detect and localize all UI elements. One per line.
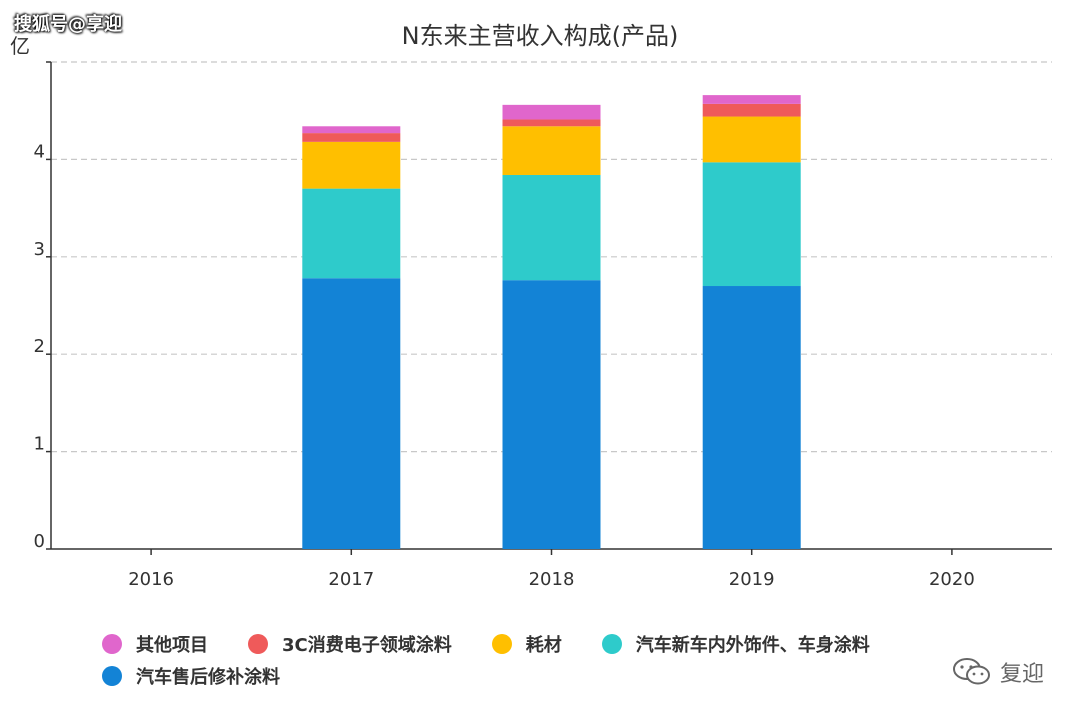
bar-segment	[502, 104, 601, 120]
legend-label: 汽车新车内外饰件、车身涂料	[635, 635, 870, 656]
legend-swatch	[601, 634, 622, 654]
bar-segment	[702, 103, 801, 117]
legend-item[interactable]: 其他项目	[102, 631, 208, 657]
y-tick-label: 4	[34, 141, 45, 162]
legend-swatch	[102, 666, 122, 686]
watermark-bottom: 复迎	[952, 656, 1044, 688]
bar-segment	[702, 95, 801, 104]
legend: 其他项目 3C消费电子领域涂料 耗材 汽车新车内外饰件、车身涂料汽车售后修补涂料	[102, 628, 1022, 692]
legend-row: 汽车售后修补涂料	[102, 660, 1022, 692]
legend-item[interactable]: 汽车新车内外饰件、车身涂料	[601, 631, 870, 657]
bar-segment	[702, 116, 801, 163]
legend-item[interactable]: 耗材	[491, 631, 562, 657]
y-axis-unit: 亿	[10, 34, 30, 58]
y-tick-label: 3	[34, 239, 45, 260]
legend-label: 3C消费电子领域涂料	[282, 635, 452, 656]
bar-segment	[702, 286, 801, 549]
x-tick-label: 2020	[929, 569, 975, 590]
chart-area: 0 1 2 3 4 2016 2017 2018 2019 2020	[34, 61, 1052, 590]
x-tick-label: 2018	[529, 569, 575, 590]
x-tick-label: 2019	[729, 569, 775, 590]
bar-segment	[502, 280, 601, 549]
watermark-bottom-text: 复迎	[999, 662, 1044, 687]
legend-swatch	[102, 634, 122, 654]
bar-segment	[302, 126, 401, 134]
legend-label: 汽车售后修补涂料	[136, 667, 280, 688]
bar-segment	[502, 126, 601, 175]
wechat-icon	[952, 658, 990, 685]
legend-item[interactable]: 汽车售后修补涂料	[102, 663, 280, 689]
chart-title: N东来主营收入构成(产品)	[401, 22, 679, 50]
bar-segment	[502, 119, 601, 127]
bar-segment	[302, 188, 401, 279]
y-tick-label: 2	[34, 336, 45, 357]
x-tick-label: 2017	[328, 569, 374, 590]
legend-label: 其他项目	[136, 635, 208, 656]
watermark-top: 搜狐号@享迎	[14, 14, 122, 35]
y-tick-label: 1	[34, 434, 45, 455]
y-tick-label: 0	[34, 531, 45, 552]
bar-segment	[302, 141, 401, 189]
x-tick-label: 2016	[128, 569, 174, 590]
bar-segment	[502, 174, 601, 281]
bar-segment	[302, 278, 401, 549]
bar-segment	[702, 162, 801, 287]
legend-item[interactable]: 3C消费电子领域涂料	[248, 631, 452, 657]
legend-label: 耗材	[525, 635, 562, 656]
bar-segment	[302, 133, 401, 142]
legend-swatch	[248, 634, 268, 654]
legend-row: 其他项目 3C消费电子领域涂料 耗材 汽车新车内外饰件、车身涂料	[102, 628, 1022, 660]
legend-swatch	[491, 634, 512, 654]
